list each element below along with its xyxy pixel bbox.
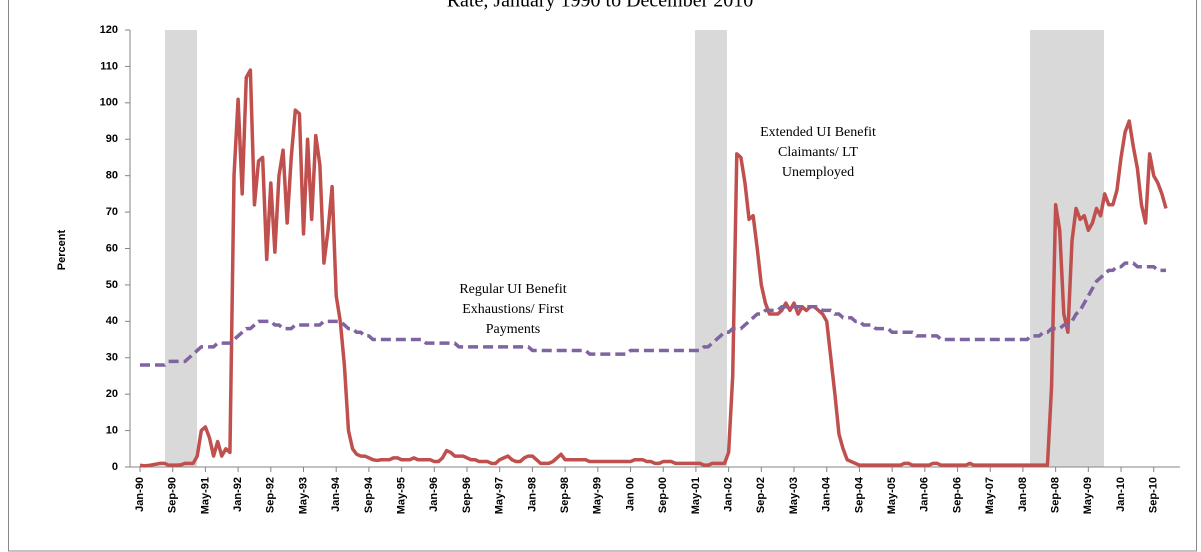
x-tick-label: Jan-04 (821, 476, 833, 512)
x-tick-label: Sep-02 (755, 477, 767, 513)
annotation: Exhaustions/ First (462, 302, 564, 317)
x-tick-label: Jan-98 (526, 477, 538, 512)
x-tick-label: May-09 (1082, 477, 1094, 514)
annotation: Regular UI Benefit (459, 282, 566, 297)
x-tick-label: Sep-96 (461, 477, 473, 513)
x-tick-label: May-05 (886, 477, 898, 514)
y-tick-label: 40 (106, 315, 118, 327)
x-tick-label: Sep-92 (265, 477, 277, 513)
x-tick-label: Sep-04 (853, 476, 865, 513)
data-line (140, 261, 1166, 367)
y-tick-label: 110 (100, 60, 118, 72)
x-tick-label: Sep-00 (657, 477, 669, 513)
x-tick-label: Sep-06 (951, 477, 963, 513)
x-tick-label: May-95 (396, 477, 408, 514)
y-axis-label: Percent (56, 229, 68, 270)
x-tick-label: Sep-94 (363, 476, 375, 513)
x-tick-label: Jan-90 (134, 477, 146, 512)
x-tick-label: Sep-08 (1050, 477, 1062, 513)
x-tick-label: May-99 (592, 477, 604, 514)
x-tick-label: Sep-10 (1148, 477, 1160, 513)
annotation: Unemployed (782, 165, 854, 180)
shaded-period (165, 30, 197, 467)
x-tick-label: Jan-92 (232, 477, 244, 512)
x-tick-label: Jan-08 (1017, 477, 1029, 512)
y-tick-label: 50 (106, 279, 118, 291)
y-tick-label: 70 (106, 206, 118, 218)
y-tick-label: 100 (100, 97, 118, 109)
y-tick-label: 10 (106, 424, 118, 436)
shaded-period (695, 30, 727, 467)
x-tick-label: Sep-90 (167, 477, 179, 513)
y-tick-label: 20 (106, 388, 118, 400)
x-tick-label: May-03 (788, 477, 800, 514)
x-tick-label: May-01 (690, 477, 702, 514)
x-tick-label: May-93 (297, 477, 309, 514)
annotation: Payments (486, 322, 540, 337)
x-tick-label: May-91 (199, 477, 211, 514)
x-tick-label: Jan-94 (330, 476, 342, 512)
x-tick-label: Sep-98 (559, 477, 571, 513)
annotation: Extended UI Benefit (760, 125, 876, 140)
y-tick-label: 120 (100, 24, 118, 36)
annotation: Claimants/ LT (778, 145, 858, 160)
x-tick-label: Jan-02 (723, 477, 735, 512)
x-tick-label: Jan-06 (919, 477, 931, 512)
x-tick-label: Jan-10 (1115, 477, 1127, 512)
y-tick-label: 90 (106, 133, 118, 145)
chart-title: Rate, January 1990 to December 2010 (447, 0, 754, 12)
x-tick-label: May-07 (984, 477, 996, 514)
chart-border (8, 0, 1197, 552)
y-tick-label: 60 (106, 242, 118, 254)
shaded-period (1030, 30, 1104, 467)
y-tick-label: 0 (112, 461, 118, 473)
x-tick-label: May-97 (494, 477, 506, 514)
x-tick-label: Jan-96 (428, 477, 440, 512)
y-tick-label: 80 (106, 170, 118, 182)
x-tick-label: Jan 00 (624, 477, 636, 511)
data-line (139, 68, 1168, 468)
y-tick-label: 30 (106, 352, 118, 364)
